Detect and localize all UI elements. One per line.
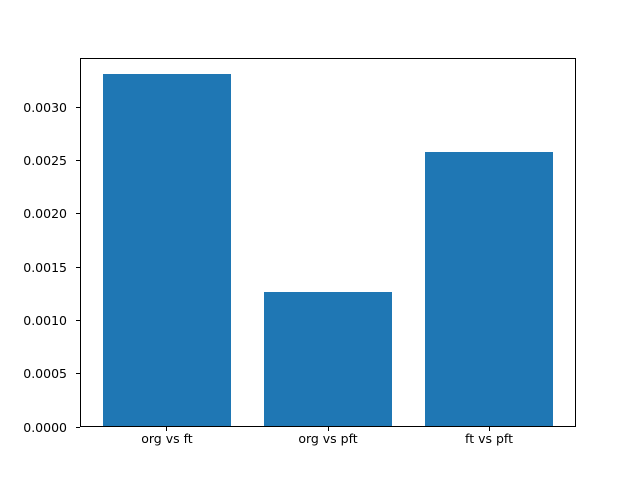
y-tick-label: 0.0000 xyxy=(23,419,67,435)
plot-area xyxy=(80,58,576,427)
x-tick-label: ft vs pft xyxy=(465,431,514,446)
x-tick-mark xyxy=(327,427,329,431)
y-tick-mark xyxy=(76,319,80,321)
y-tick-mark xyxy=(76,159,80,161)
y-tick-label: 0.0020 xyxy=(23,206,67,222)
y-tick-mark xyxy=(76,213,80,215)
y-tick-label: 0.0030 xyxy=(23,99,67,115)
y-tick-mark xyxy=(76,426,80,428)
bar-org-vs-pft xyxy=(263,291,393,427)
x-tick-mark xyxy=(166,427,168,431)
bar-org-vs-ft xyxy=(102,73,232,427)
y-tick-label: 0.0025 xyxy=(23,152,67,168)
x-tick-mark xyxy=(488,427,490,431)
y-tick-label: 0.0005 xyxy=(23,366,67,382)
y-tick-label: 0.0015 xyxy=(23,259,67,275)
y-tick-mark xyxy=(76,373,80,375)
y-tick-mark xyxy=(76,106,80,108)
y-tick-label: 0.0010 xyxy=(23,312,67,328)
bar-ft-vs-pft xyxy=(424,151,554,427)
y-tick-mark xyxy=(76,266,80,268)
x-tick-label: org vs pft xyxy=(298,431,358,446)
x-tick-label: org vs ft xyxy=(141,431,193,446)
